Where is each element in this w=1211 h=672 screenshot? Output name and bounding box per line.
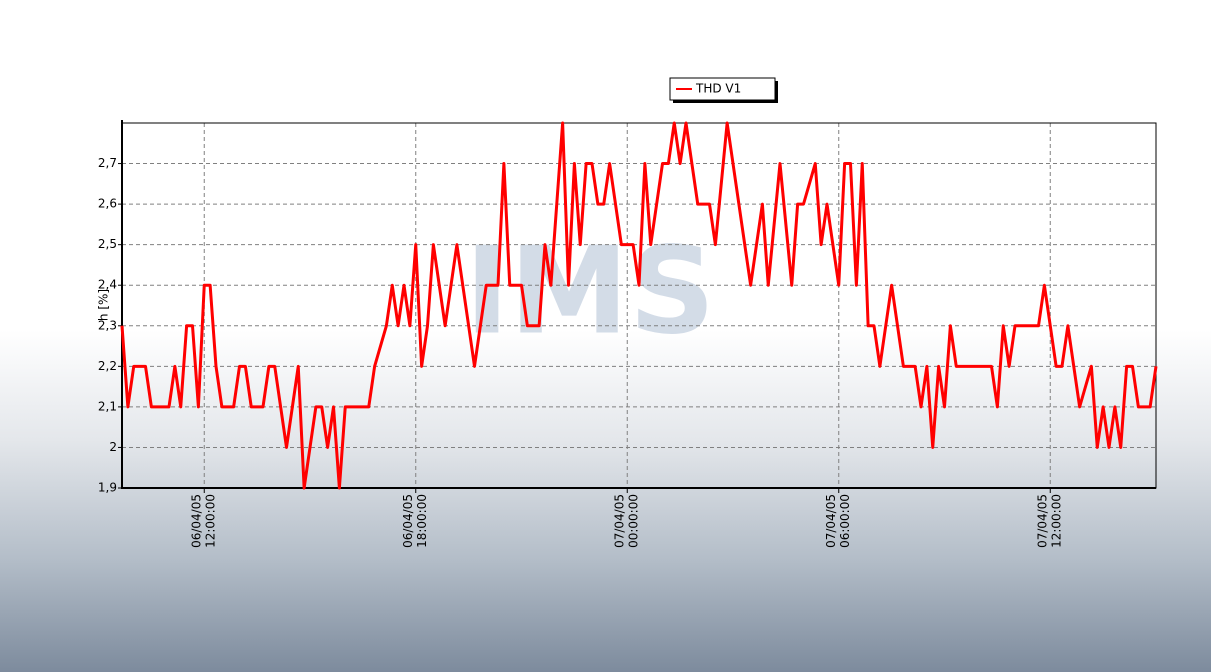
data-line xyxy=(120,121,1158,490)
x-tick-label: 07/04/0512:00:00 xyxy=(1035,494,1063,548)
x-tick-label: 07/04/0506:00:00 xyxy=(824,494,852,548)
y-tick-label: 2,4 xyxy=(98,278,117,292)
x-tick-label: 07/04/0500:00:00 xyxy=(612,494,640,548)
legend-label: THD V1 xyxy=(695,82,741,96)
y-tick-label: 2,5 xyxy=(98,237,117,251)
watermark: IMS xyxy=(465,223,716,362)
legend: THD V1 xyxy=(669,77,778,103)
y-tick-label: 2,1 xyxy=(98,399,117,413)
legend-box xyxy=(669,77,776,101)
y-tick-label: 2,6 xyxy=(98,197,117,211)
y-tick-label: 2,7 xyxy=(98,156,117,170)
y-tick-label: 2 xyxy=(109,440,117,454)
y-axis-label: h [%] xyxy=(97,289,111,321)
y-tick-label: 2,3 xyxy=(98,318,117,332)
x-tick-label: 06/04/0518:00:00 xyxy=(401,494,429,548)
x-tick-label: 06/04/0512:00:00 xyxy=(189,494,217,548)
y-tick-label: 1,9 xyxy=(98,481,117,495)
y-tick-label: 2,2 xyxy=(98,359,117,373)
